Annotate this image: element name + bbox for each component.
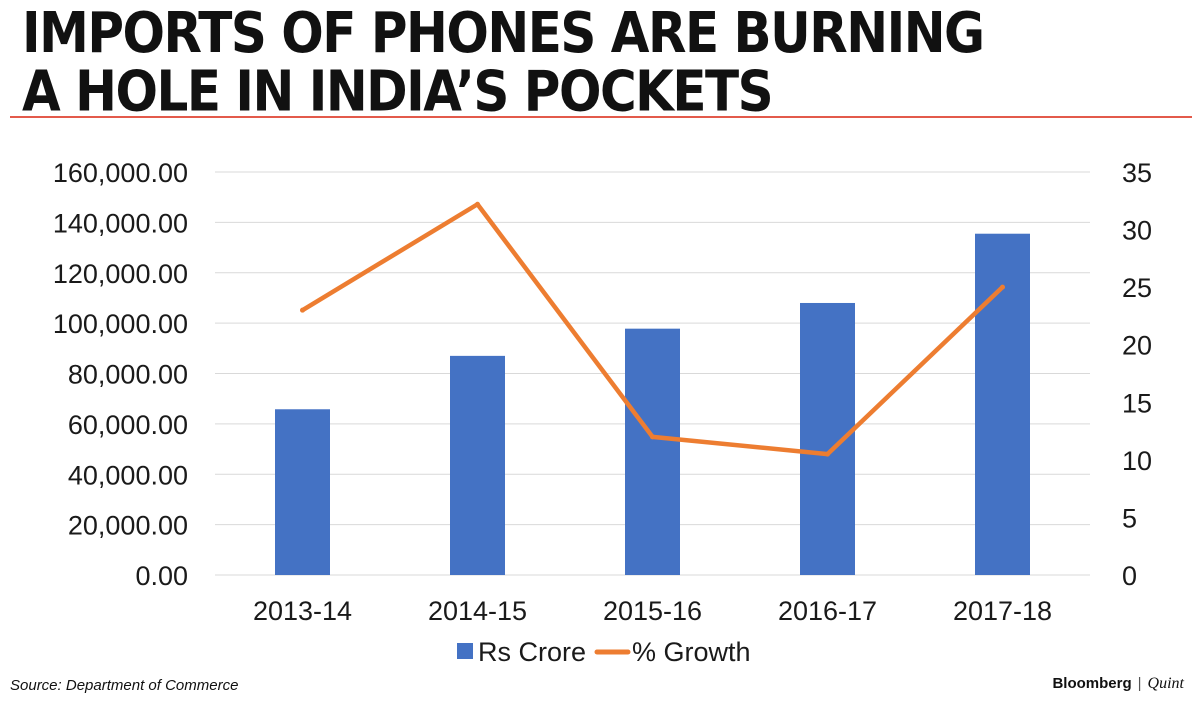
combo-chart: 0.00 20,000.00 40,000.00 60,000.00 80,000.00… <box>53 158 1152 667</box>
x-axis-tick-label: 2013-14 <box>253 596 352 626</box>
bar-series <box>275 233 1030 575</box>
left-axis-tick-label: 80,000.00 <box>68 360 188 390</box>
brand-subname: Quint <box>1147 675 1184 692</box>
bar <box>450 355 505 575</box>
source-note: Source: Department of Commerce <box>10 677 239 694</box>
right-axis-tick-label: 15 <box>1122 388 1152 418</box>
x-axis-ticks: 2013-14 2014-15 2015-16 2016-17 2017-18 <box>253 596 1052 626</box>
line-point <box>650 434 655 440</box>
line-point <box>475 201 480 207</box>
x-axis-tick-label: 2016-17 <box>778 596 877 626</box>
title-line-2: A HOLE IN INDIA’S POCKETS <box>22 58 774 124</box>
chart-title: IMPORTS OF PHONES ARE BURNING A HOLE IN … <box>22 4 1182 120</box>
left-axis-ticks: 0.00 20,000.00 40,000.00 60,000.00 80,000.00… <box>53 158 188 591</box>
x-axis-tick-label: 2017-18 <box>953 596 1052 626</box>
legend-label-bars: Rs Crore <box>478 637 586 667</box>
brand-separator: | <box>1137 675 1142 692</box>
left-axis-tick-label: 60,000.00 <box>68 410 188 440</box>
line-point <box>1000 284 1005 290</box>
bar <box>275 409 330 575</box>
bar <box>975 233 1030 575</box>
line-point <box>825 451 830 457</box>
left-axis-tick-label: 0.00 <box>135 561 188 591</box>
bar <box>800 302 855 575</box>
left-axis-tick-label: 100,000.00 <box>53 309 188 339</box>
right-axis-tick-label: 25 <box>1122 273 1152 303</box>
right-axis-tick-label: 5 <box>1122 503 1137 533</box>
brand-name: Bloomberg <box>1052 675 1132 692</box>
right-axis-tick-label: 20 <box>1122 331 1152 361</box>
title-line-1: IMPORTS OF PHONES ARE BURNING <box>22 0 985 66</box>
left-axis-tick-label: 160,000.00 <box>53 158 188 188</box>
line-point <box>300 307 305 313</box>
left-axis-tick-label: 120,000.00 <box>53 259 188 289</box>
right-axis-tick-label: 10 <box>1122 446 1152 476</box>
brand-logo: Bloomberg | Quint <box>1052 675 1184 693</box>
left-axis-tick-label: 40,000.00 <box>68 460 188 490</box>
title-divider <box>10 116 1192 118</box>
right-axis-tick-label: 0 <box>1122 561 1137 591</box>
left-axis-tick-label: 20,000.00 <box>68 511 188 541</box>
bar <box>625 328 680 575</box>
right-axis-ticks: 0 5 10 15 20 25 30 35 <box>1122 158 1152 591</box>
right-axis-tick-label: 30 <box>1122 216 1152 246</box>
legend: Rs Crore % Growth <box>457 637 751 667</box>
x-axis-tick-label: 2014-15 <box>428 596 527 626</box>
legend-swatch-bars <box>457 643 473 659</box>
line-series <box>300 201 1005 457</box>
right-axis-tick-label: 35 <box>1122 158 1152 188</box>
left-axis-tick-label: 140,000.00 <box>53 208 188 238</box>
x-axis-tick-label: 2015-16 <box>603 596 702 626</box>
legend-label-line: % Growth <box>632 637 751 667</box>
